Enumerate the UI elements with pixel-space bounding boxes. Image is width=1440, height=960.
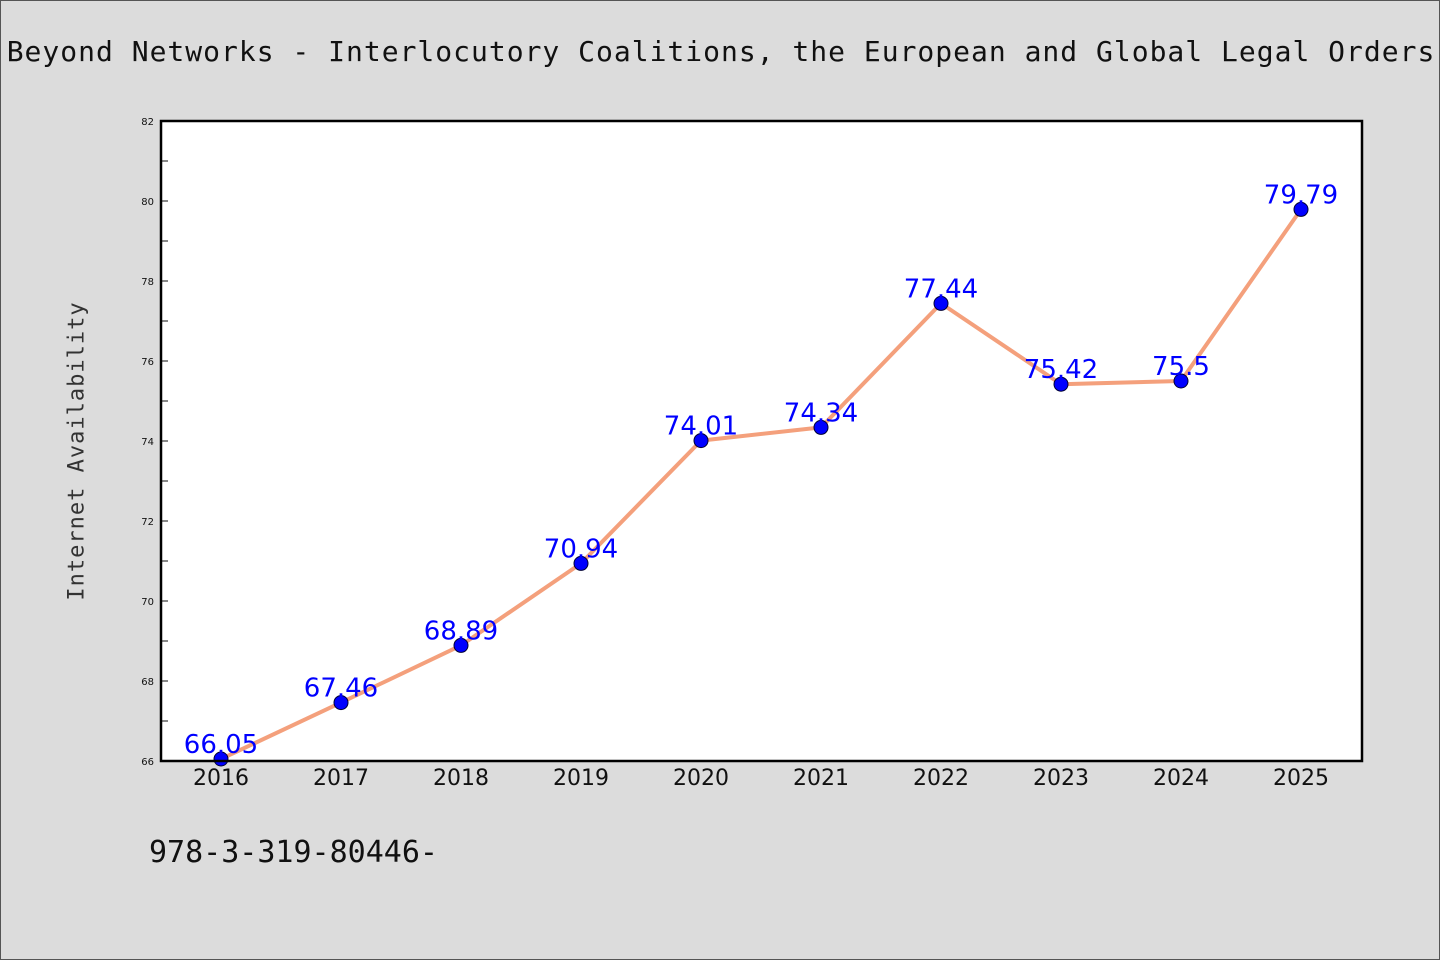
y-tick-label: 66 xyxy=(141,757,154,768)
x-tick-label: 2024 xyxy=(1153,766,1209,791)
y-tick-label: 78 xyxy=(141,277,154,288)
x-tick-label: 2022 xyxy=(913,766,969,791)
data-label: 66.05 xyxy=(184,730,258,760)
y-tick-label: 76 xyxy=(141,357,154,368)
y-tick-label: 74 xyxy=(141,437,154,448)
data-point xyxy=(1053,376,1069,392)
data-label: 74.34 xyxy=(784,398,858,428)
x-tick-label: 2018 xyxy=(433,766,489,791)
data-point xyxy=(933,295,949,311)
x-tick-label: 2019 xyxy=(553,766,609,791)
data-point xyxy=(1173,373,1189,389)
data-point xyxy=(213,751,229,767)
data-point xyxy=(453,637,469,653)
data-label: 74.01 xyxy=(664,412,738,442)
isbn-text: 978-3-319-80446- xyxy=(149,835,438,870)
plot-area xyxy=(161,121,1362,761)
data-point xyxy=(693,433,709,449)
data-label: 75.5 xyxy=(1152,352,1210,382)
y-tick-label: 82 xyxy=(141,117,154,128)
x-tick-label: 2021 xyxy=(793,766,849,791)
data-label: 70.94 xyxy=(544,534,618,564)
chart-title: Beyond Networks - Interlocutory Coalitio… xyxy=(6,35,1436,68)
y-tick-label: 80 xyxy=(141,197,154,208)
x-tick-label: 2017 xyxy=(313,766,369,791)
plot-frame xyxy=(159,119,1364,763)
data-point xyxy=(573,555,589,571)
x-tick-label: 2020 xyxy=(673,766,729,791)
y-tick-label: 70 xyxy=(141,597,154,608)
data-point xyxy=(333,695,349,711)
x-tick-label: 2016 xyxy=(193,766,249,791)
series-line xyxy=(219,207,1303,761)
x-tick-label: 2025 xyxy=(1273,766,1329,791)
y-tick-label: 68 xyxy=(141,677,154,688)
data-label: 79.79 xyxy=(1264,180,1338,210)
data-label: 75.42 xyxy=(1024,355,1098,385)
data-label: 67.46 xyxy=(304,674,378,704)
x-tick-label: 2023 xyxy=(1033,766,1089,791)
data-label: 77.44 xyxy=(904,274,978,304)
y-tick-label: 72 xyxy=(141,517,154,528)
data-point xyxy=(813,419,829,435)
data-label: 68.89 xyxy=(424,616,498,646)
data-point xyxy=(1293,201,1309,217)
